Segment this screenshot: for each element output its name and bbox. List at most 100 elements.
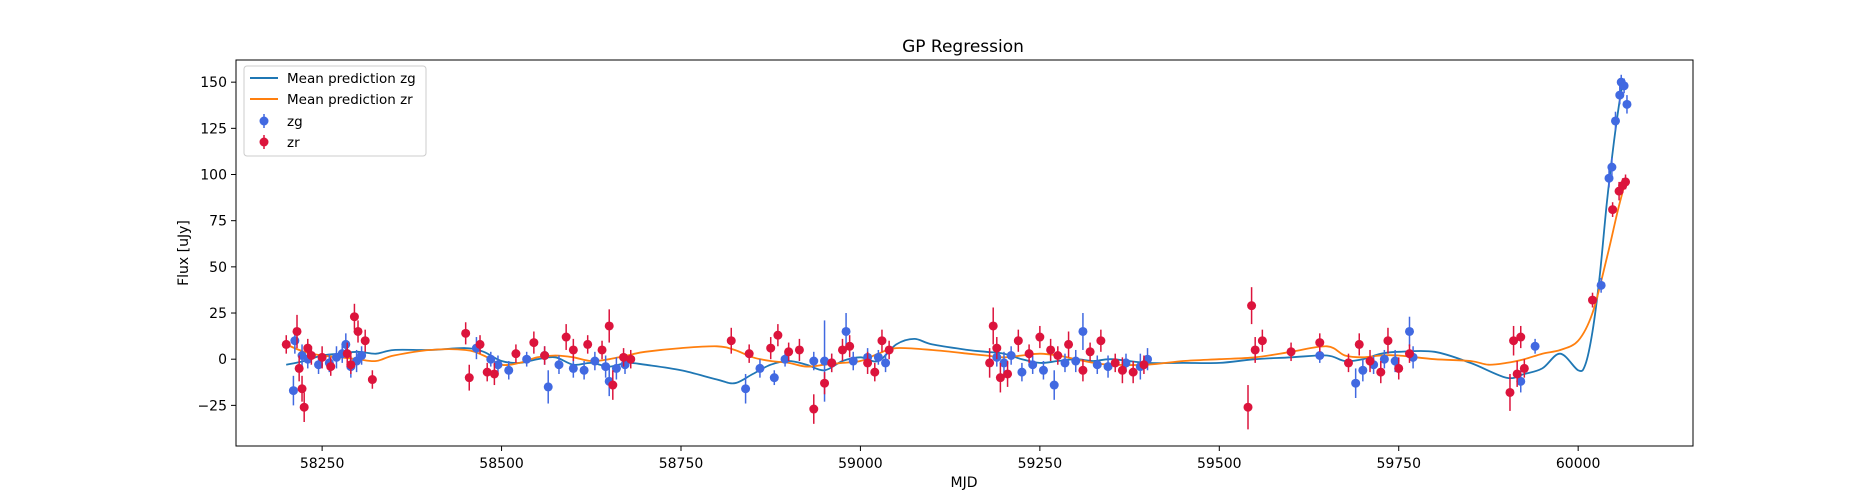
zr-data-point	[342, 349, 352, 359]
y-tick-label: 125	[200, 121, 227, 137]
zg-data-point	[741, 384, 751, 394]
zg-data-point	[611, 363, 621, 373]
x-tick-label: 59500	[1197, 456, 1242, 472]
chart-title: GP Regression	[902, 37, 1024, 57]
zr-data-point	[1046, 345, 1056, 355]
zr-data-point	[744, 349, 754, 359]
zr-data-point	[1383, 336, 1393, 346]
zr-data-point	[529, 338, 539, 348]
zr-data-point	[294, 363, 304, 373]
x-tick-label: 59250	[1018, 456, 1063, 472]
zr-data-point	[1003, 369, 1013, 379]
zr-data-point	[988, 321, 998, 331]
zr-data-point	[1608, 205, 1618, 215]
zr-data-point	[326, 362, 336, 372]
zg-data-point	[1379, 354, 1389, 364]
zg-data-point	[1006, 351, 1016, 361]
zg-data-point	[873, 352, 883, 362]
zg-data-point	[1607, 162, 1617, 172]
zr-data-point	[1512, 369, 1522, 379]
zr-data-point	[1257, 336, 1267, 346]
zr-data-point	[1117, 365, 1127, 375]
legend-point-swatch	[259, 137, 269, 147]
x-tick-label: 59750	[1376, 456, 1421, 472]
zg-data-point	[579, 365, 589, 375]
zg-data-point	[1610, 116, 1620, 126]
zg-data-point	[1078, 326, 1088, 336]
zr-data-point	[568, 345, 578, 355]
zg-data-point	[1315, 351, 1325, 361]
zr-data-point	[597, 345, 607, 355]
zg-data-point	[769, 373, 779, 383]
zr-data-point	[870, 367, 880, 377]
zg-data-point	[357, 351, 367, 361]
legend: Mean prediction zg Mean prediction zr zg zr	[243, 65, 427, 157]
zr-data-point	[317, 352, 327, 362]
zr-data-point	[1404, 349, 1414, 359]
zr-data-point	[292, 326, 302, 336]
zr-data-point	[367, 375, 377, 385]
y-tick-label: 25	[209, 306, 227, 322]
zr-data-point	[1110, 358, 1120, 368]
zr-data-point	[461, 328, 471, 338]
zg-data-point	[841, 326, 851, 336]
legend-entry-label: Mean prediction zg	[287, 71, 416, 87]
zr-data-point	[619, 352, 629, 362]
zg-data-point	[1049, 380, 1059, 390]
zr-data-point	[464, 373, 474, 383]
zr-data-point	[482, 367, 492, 377]
zr-data-point	[475, 339, 485, 349]
zg-data-point	[601, 362, 611, 372]
zr-data-point	[1315, 338, 1325, 348]
zr-data-point	[794, 345, 804, 355]
zr-data-point	[540, 351, 550, 361]
observation-points	[281, 74, 1632, 430]
zr-data-point	[303, 343, 313, 353]
zg-data-point	[848, 356, 858, 366]
zr-data-point	[1243, 402, 1253, 412]
zg-data-point	[590, 356, 600, 366]
zg-data-point	[1060, 358, 1070, 368]
zg-data-point	[543, 382, 553, 392]
zr-data-point	[583, 339, 593, 349]
zr-data-point	[1085, 347, 1095, 357]
zr-data-point	[604, 321, 614, 331]
zr-data-point	[985, 358, 995, 368]
zg-data-point	[486, 354, 496, 364]
zg-data-point	[809, 356, 819, 366]
zg-data-point	[1038, 365, 1048, 375]
zr-data-point	[992, 343, 1002, 353]
zr-data-point	[1286, 347, 1296, 357]
legend-entry-label: zg	[287, 114, 303, 130]
zg-data-point	[1619, 81, 1629, 91]
x-tick-label: 58750	[659, 456, 704, 472]
zg-data-point	[620, 360, 630, 370]
zg-data-point	[1530, 341, 1540, 351]
zg-data-point	[881, 358, 891, 368]
zr-data-point	[827, 358, 837, 368]
legend-entry-label: zr	[287, 135, 300, 151]
zr-data-point	[784, 347, 794, 357]
zr-data-point	[845, 341, 855, 351]
zg-data-point	[1622, 99, 1632, 109]
zr-data-point	[299, 402, 309, 412]
zr-data-point	[1247, 301, 1257, 311]
zr-data-point	[561, 332, 571, 342]
zr-data-point	[1588, 295, 1598, 305]
zr-data-point	[306, 351, 316, 361]
x-axis-label: MJD	[951, 475, 978, 491]
zr-data-point	[1519, 363, 1529, 373]
legend-entry-label: Mean prediction zr	[287, 92, 413, 108]
zg-data-point	[290, 336, 300, 346]
zr-data-point	[809, 404, 819, 414]
x-tick-label: 58500	[479, 456, 524, 472]
y-tick-label: 50	[209, 260, 227, 276]
zr-data-point	[1354, 339, 1364, 349]
zr-data-point	[1509, 336, 1519, 346]
zg-data-point	[1596, 280, 1606, 290]
zr-data-point	[1078, 365, 1088, 375]
x-tick-label: 59000	[838, 456, 883, 472]
zr-data-point	[1013, 336, 1023, 346]
zg-data-point	[755, 363, 765, 373]
zr-data-point	[353, 326, 363, 336]
